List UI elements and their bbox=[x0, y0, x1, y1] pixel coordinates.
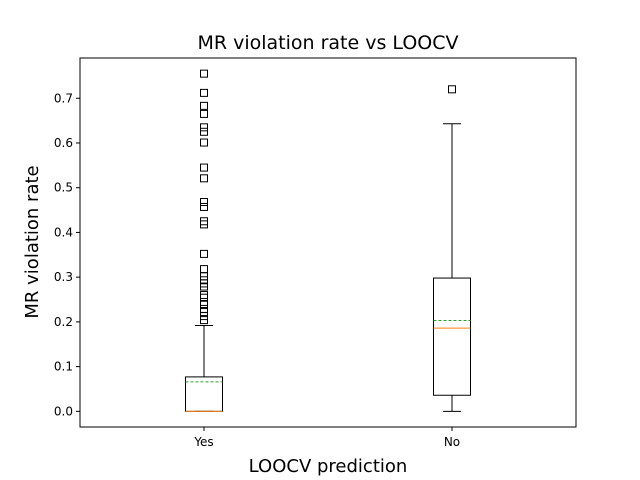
outlier-point bbox=[200, 109, 208, 118]
outlier-point bbox=[200, 220, 208, 229]
plot-area bbox=[185, 69, 471, 412]
outlier-point bbox=[200, 163, 208, 172]
y-axis: 0.0 0.1 0.2 0.3 0.4 0.5 0.6 0.7 bbox=[54, 91, 80, 418]
x-tick-label: Yes bbox=[193, 435, 213, 449]
y-axis-label: MR violation rate bbox=[22, 165, 43, 318]
outlier-point bbox=[200, 300, 208, 308]
box-group-yes bbox=[185, 69, 223, 412]
outlier-point bbox=[200, 265, 208, 274]
outlier-point bbox=[200, 308, 208, 317]
outlier-point bbox=[200, 282, 208, 291]
outlier-point bbox=[200, 198, 208, 207]
y-tick-label: 0.3 bbox=[54, 270, 73, 284]
outlier-point bbox=[200, 249, 208, 258]
y-tick-label: 0.6 bbox=[54, 136, 73, 150]
chart-title: MR violation rate vs LOOCV bbox=[197, 32, 458, 54]
outlier-point bbox=[200, 291, 208, 300]
outlier-point bbox=[200, 316, 208, 325]
y-tick-label: 0.1 bbox=[54, 360, 73, 374]
outlier-point bbox=[200, 202, 208, 211]
y-tick-label: 0.5 bbox=[54, 181, 73, 195]
y-tick-label: 0.7 bbox=[54, 91, 73, 105]
outlier-point bbox=[200, 174, 208, 183]
y-tick-label: 0.2 bbox=[54, 315, 73, 329]
outlier-point bbox=[200, 69, 208, 78]
x-axis-label: LOOCV prediction bbox=[249, 456, 408, 477]
outlier-point bbox=[200, 123, 208, 132]
outlier-point bbox=[200, 138, 208, 147]
box-group-no bbox=[433, 85, 471, 412]
x-axis: Yes No bbox=[193, 427, 460, 449]
outlier-point bbox=[200, 101, 208, 110]
y-tick-label: 0.4 bbox=[54, 225, 73, 239]
outlier-point bbox=[200, 312, 208, 321]
outlier-point bbox=[200, 272, 208, 281]
outlier-point bbox=[448, 85, 456, 94]
outlier-point bbox=[200, 127, 208, 136]
outlier-point bbox=[200, 293, 208, 302]
iqr-box bbox=[433, 277, 471, 396]
x-tick-label: No bbox=[444, 435, 460, 449]
y-tick-label: 0.0 bbox=[54, 404, 73, 418]
outlier-point bbox=[200, 88, 208, 97]
axes-frame bbox=[79, 57, 577, 428]
